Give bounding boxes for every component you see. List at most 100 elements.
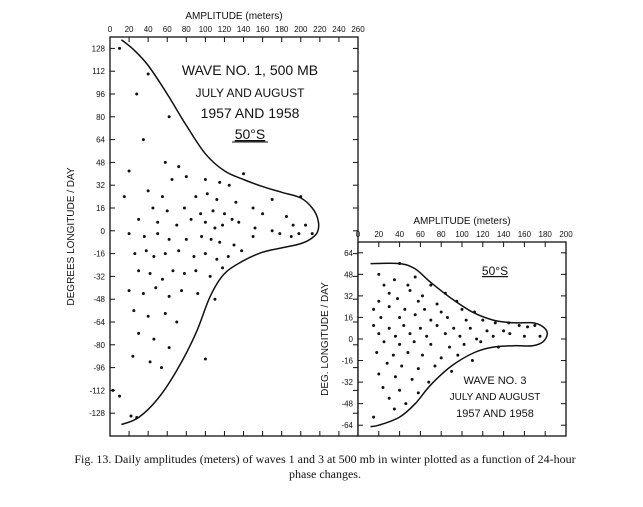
c1-y-tick-label: 80 — [96, 113, 105, 122]
c1-data-point — [194, 195, 198, 199]
c1-data-point — [200, 235, 204, 238]
c2-x-tick-label: 20 — [374, 230, 383, 239]
c1-data-point — [177, 249, 181, 253]
c1-y-tick-label: 16 — [96, 204, 105, 213]
c1-data-point — [240, 249, 244, 253]
chart-wave-1: AMPLITUDE (meters) DEGREES LONGITUDE / D… — [66, 11, 365, 437]
c1-data-point — [167, 115, 171, 119]
c2-data-point — [382, 340, 386, 344]
c2-data-point — [392, 278, 396, 282]
c2-x-tick-label: 140 — [497, 230, 511, 239]
c2-x-tick-label: 100 — [455, 230, 469, 239]
c2-data-point — [508, 332, 512, 336]
c1-data-point — [189, 217, 193, 221]
c2-data-point — [382, 283, 386, 287]
c1-data-point — [152, 254, 156, 258]
c2-y-tick-label: 32 — [344, 292, 353, 301]
c1-data-point — [232, 243, 236, 247]
chart-1-ticks: 0 20 40 60 80 100 120 140 160 180 200 220 240 2601281… — [89, 25, 365, 436]
c1-data-point — [234, 200, 238, 204]
c2-data-point — [412, 340, 416, 344]
c1-y-tick-label: -64 — [93, 318, 105, 327]
c1-x-tick-label: 200 — [294, 25, 308, 34]
chart-1-envelope-curve — [120, 39, 320, 426]
chart-2-points — [372, 262, 542, 419]
c1-data-point — [222, 212, 226, 216]
chart-2-x-axis-title: AMPLITUDE (meters) — [413, 216, 510, 227]
c1-data-point — [194, 269, 198, 273]
c2-data-point — [435, 302, 439, 306]
c1-data-point — [144, 249, 148, 253]
c1-data-point — [226, 254, 230, 258]
c2-data-point — [387, 326, 391, 330]
c1-data-point — [156, 220, 160, 224]
c2-data-point — [427, 380, 431, 384]
c1-data-point — [211, 209, 215, 213]
c2-x-tick-label: 80 — [437, 230, 446, 239]
chart-1-x-axis-title: AMPLITUDE (meters) — [185, 11, 282, 22]
c2-data-point — [377, 272, 381, 276]
c2-data-point — [413, 313, 417, 317]
c2-data-point — [455, 299, 459, 303]
c1-data-point — [192, 254, 196, 258]
chart-2-title-line-3: 1957 AND 1958 — [456, 408, 534, 420]
c1-data-point — [146, 314, 150, 318]
chart-1-title-line-1: WAVE NO. 1, 500 MB — [182, 62, 318, 78]
c1-data-point — [209, 237, 213, 241]
c2-data-point — [396, 297, 400, 301]
c2-data-point — [398, 262, 402, 266]
c2-data-point — [387, 396, 391, 400]
c1-data-point — [180, 289, 184, 293]
c1-data-point — [175, 223, 179, 227]
c2-data-point — [372, 415, 376, 419]
c1-data-point — [132, 309, 136, 313]
c1-y-tick-label: 32 — [96, 181, 105, 190]
c2-x-tick-label: 60 — [416, 230, 425, 239]
c1-data-point — [199, 212, 203, 216]
c1-data-point — [218, 240, 222, 244]
c2-data-point — [420, 294, 424, 298]
c2-y-tick-label: -32 — [341, 378, 353, 387]
c2-y-tick-label: 0 — [349, 335, 354, 344]
c1-data-point — [175, 320, 179, 324]
c2-data-point — [468, 326, 472, 330]
c1-y-tick-label: -48 — [93, 295, 105, 304]
c1-data-point — [184, 237, 188, 241]
chart-1-title-line-3: 1957 AND 1958 — [201, 105, 300, 121]
c1-y-tick-label: 64 — [96, 136, 105, 145]
chart-2-ticks: 0 20 40 60 80 100 120 140 160 180 200644832160-16-… — [341, 230, 573, 436]
c1-x-tick-label: 120 — [218, 25, 232, 34]
c1-data-point — [146, 72, 150, 76]
c2-x-tick-label: 200 — [559, 230, 573, 239]
c2-data-point — [404, 402, 408, 406]
c2-data-point — [443, 332, 447, 336]
chart-2-latitude-label: 50°S — [482, 264, 508, 278]
c2-y-tick-label: -64 — [341, 421, 353, 430]
c1-data-point — [227, 183, 231, 187]
c2-data-point — [502, 329, 506, 333]
c2-data-point — [418, 326, 422, 330]
c1-data-point — [118, 394, 122, 398]
c1-y-tick-label: 0 — [101, 227, 106, 236]
c1-data-point — [203, 252, 207, 256]
c1-data-point — [118, 46, 122, 50]
c1-y-tick-label: -128 — [89, 409, 106, 418]
c2-data-point — [445, 315, 449, 319]
c1-data-point — [182, 272, 186, 276]
c1-x-tick-label: 180 — [275, 25, 289, 34]
c1-x-tick-label: 160 — [256, 25, 270, 34]
c1-data-point — [167, 237, 171, 241]
c1-data-point — [142, 235, 146, 238]
c2-data-point — [398, 342, 402, 346]
c2-data-point — [402, 324, 406, 328]
chart-1-points — [111, 46, 314, 419]
chart-2-background — [358, 242, 566, 436]
c1-data-point — [171, 269, 175, 273]
c2-data-point — [410, 377, 414, 381]
c1-data-point — [111, 388, 115, 392]
c2-x-tick-label: 0 — [356, 230, 361, 239]
c1-x-tick-label: 140 — [237, 25, 251, 34]
chart-2-title-line-2: JULY AND AUGUST — [450, 392, 541, 403]
c1-data-point — [203, 178, 207, 181]
c1-data-point — [270, 197, 274, 201]
